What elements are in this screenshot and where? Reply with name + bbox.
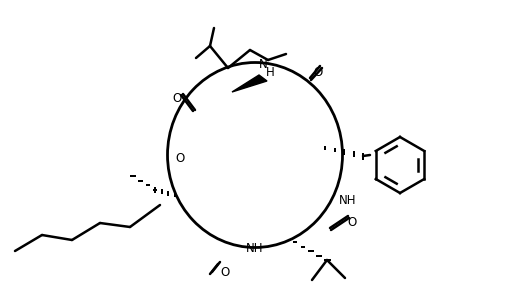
Text: O: O bbox=[313, 67, 323, 79]
Text: NH: NH bbox=[339, 193, 357, 207]
Text: H: H bbox=[266, 65, 275, 79]
Text: O: O bbox=[220, 265, 229, 278]
Text: O: O bbox=[172, 92, 182, 104]
Text: N: N bbox=[258, 59, 267, 71]
Polygon shape bbox=[232, 75, 267, 92]
Text: NH: NH bbox=[246, 241, 264, 255]
Text: O: O bbox=[348, 216, 356, 230]
Text: O: O bbox=[176, 152, 184, 164]
